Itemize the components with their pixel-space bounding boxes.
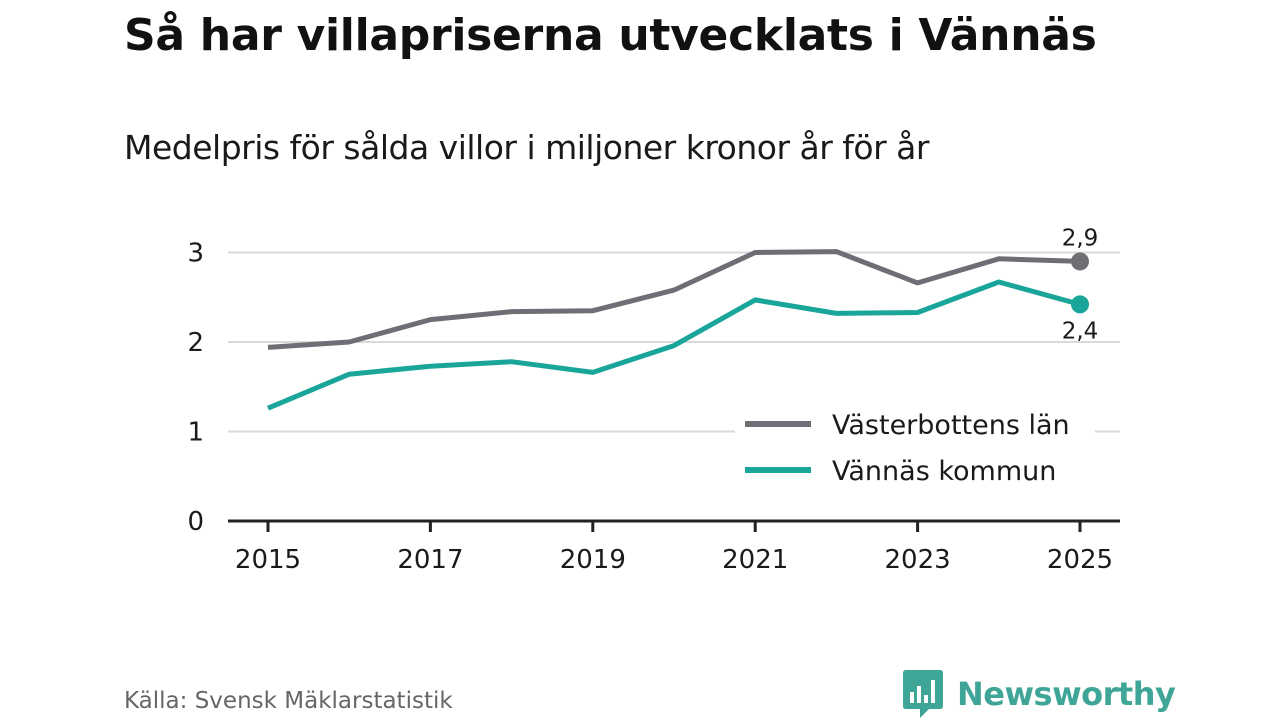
chart-title: Så har villapriserna utvecklats i Vännäs xyxy=(124,10,1097,61)
y-tick-label: 1 xyxy=(187,418,204,448)
series-end-label-1: 2,4 xyxy=(1062,318,1099,344)
legend-background xyxy=(735,404,1095,500)
x-tick-label: 2015 xyxy=(235,545,301,575)
x-tick-label: 2021 xyxy=(722,545,788,575)
series-line-1 xyxy=(267,279,1081,411)
series-line-0 xyxy=(267,249,1081,350)
brand-logo: Newsworthy xyxy=(903,670,1176,718)
chart-subtitle: Medelpris för sålda villor i miljoner kr… xyxy=(124,128,929,167)
brand-name: Newsworthy xyxy=(957,675,1176,713)
x-tick-label: 2023 xyxy=(885,545,951,575)
legend-label-0: Västerbottens län xyxy=(832,410,1070,441)
x-tick-label: 2017 xyxy=(397,545,463,575)
x-tick-label: 2025 xyxy=(1047,545,1113,575)
legend-label-1: Vännäs kommun xyxy=(832,456,1056,487)
x-tick-label: 2019 xyxy=(560,545,626,575)
series-end-marker-0 xyxy=(1071,252,1089,271)
newsworthy-chart-icon xyxy=(903,670,943,718)
y-tick-label: 2 xyxy=(187,328,204,358)
series-end-label-0: 2,9 xyxy=(1062,225,1099,251)
y-tick-label: 0 xyxy=(187,507,204,537)
source-note: Källa: Svensk Mäklarstatistik xyxy=(124,688,453,714)
series-end-marker-1 xyxy=(1071,295,1089,314)
y-tick-label: 3 xyxy=(187,239,204,269)
